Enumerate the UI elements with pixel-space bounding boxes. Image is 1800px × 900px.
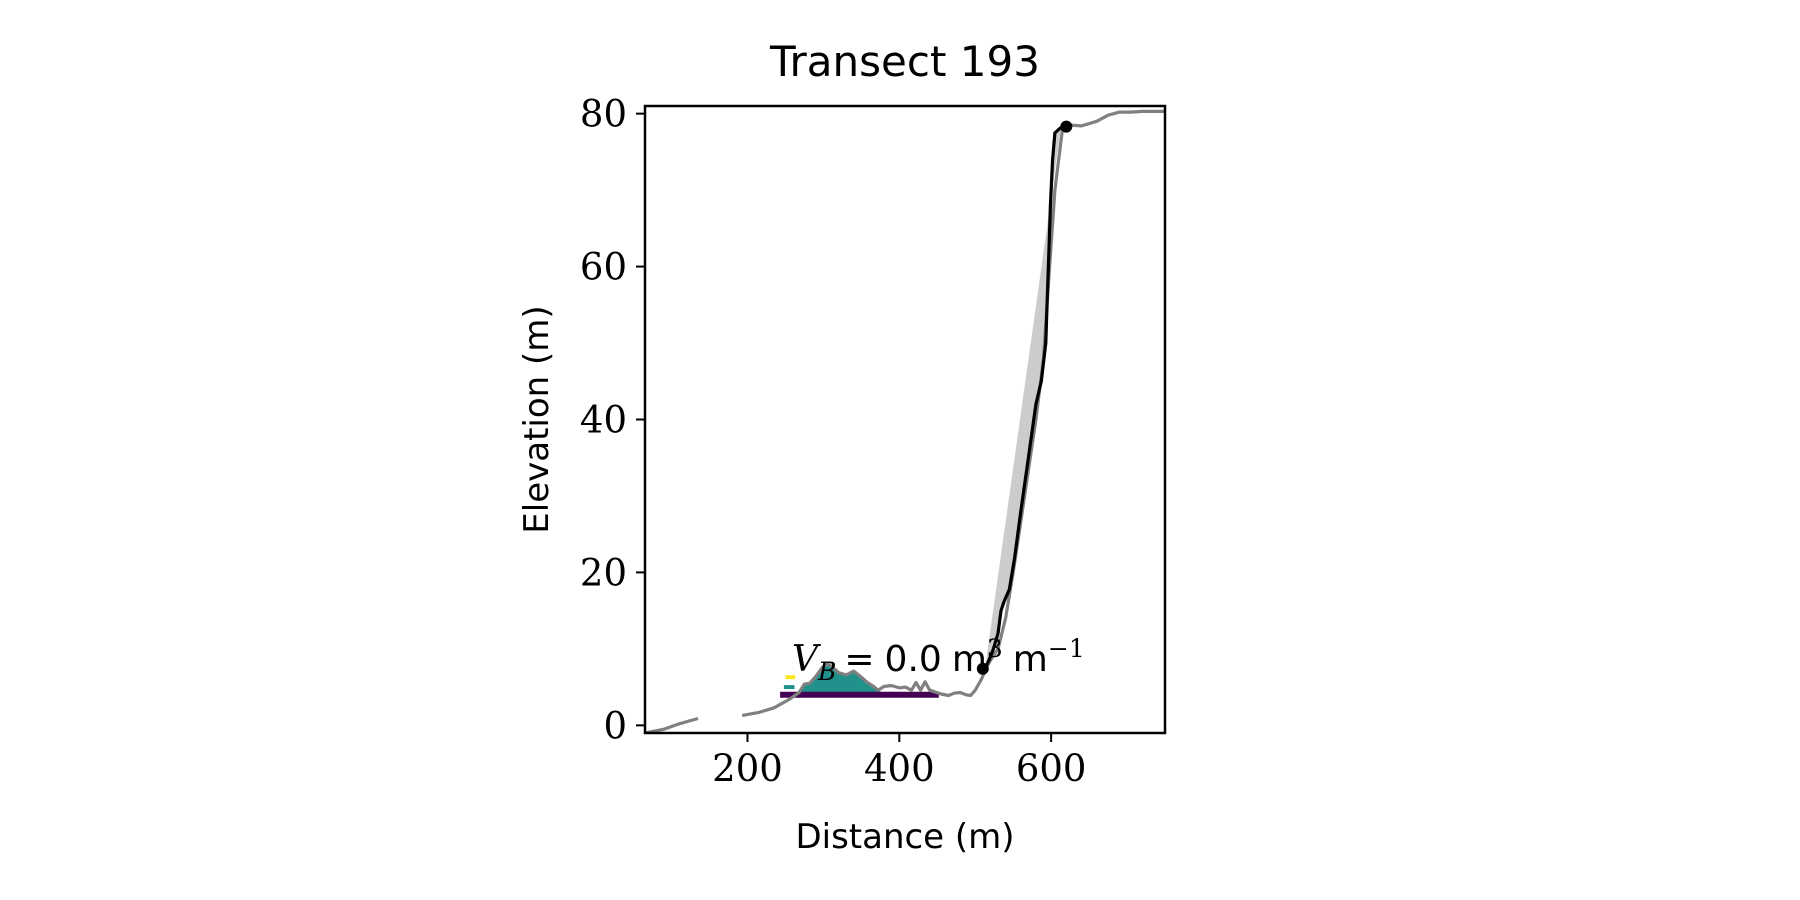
x-axis-title: Distance (m)	[795, 817, 1014, 857]
y-tick-label: 20	[580, 551, 627, 594]
y-tick-label: 40	[580, 399, 627, 442]
annotation-unit: m	[952, 639, 987, 680]
chart-title: Transect 193	[769, 37, 1040, 86]
y-tick-label: 60	[580, 246, 627, 289]
x-tick-label: 400	[864, 747, 935, 790]
profile-line-segment-2	[741, 109, 1165, 717]
x-tick-label: 200	[712, 747, 783, 790]
profile-line-segment-1	[645, 716, 699, 733]
annotation-variable: V	[792, 639, 822, 680]
plot-data-layer	[645, 109, 1165, 733]
y-axis-title: Elevation (m)	[517, 305, 557, 533]
annotation-value: 0.0	[885, 639, 942, 680]
x-tick-label: 600	[1016, 747, 1087, 790]
cliff-toe-marker	[976, 662, 989, 675]
annotation-equals: =	[844, 639, 874, 680]
axis-ticks: 200 400 600 0 20 40 60 80	[580, 93, 1087, 790]
volume-annotation: VB = 0.0 m3 m−1	[792, 634, 1085, 686]
y-tick-label: 80	[580, 93, 627, 136]
annotation-per-unit: m	[1013, 639, 1048, 680]
annotation-unit-exponent: 3	[987, 634, 1003, 663]
cliff-face-line	[983, 126, 1063, 669]
annotation-per-unit-exponent: −1	[1048, 634, 1085, 663]
cliff-top-marker	[1060, 120, 1073, 133]
y-tick-label: 0	[603, 704, 627, 747]
annotation-subscript: B	[817, 657, 836, 686]
cliff-area-fill	[985, 127, 1061, 668]
